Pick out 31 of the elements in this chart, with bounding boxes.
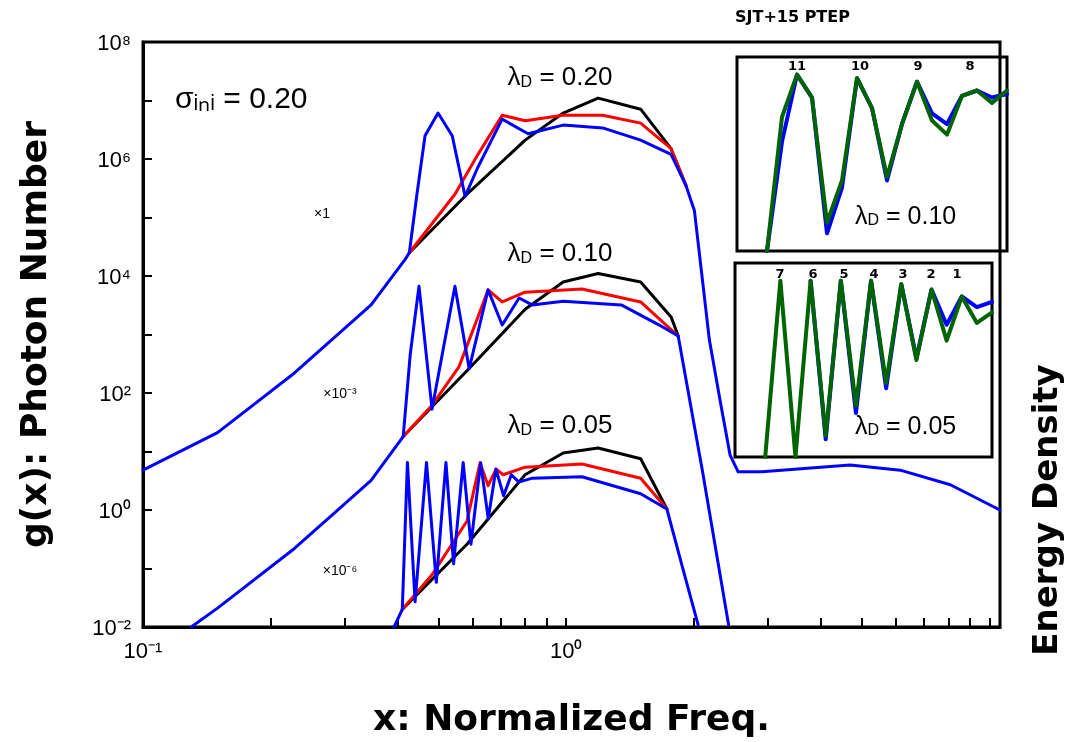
annotation: λD = 0.20	[507, 61, 613, 91]
annotation: 8	[965, 57, 975, 73]
annotation: ×10⁻³	[323, 385, 358, 401]
annotation: 5	[839, 265, 849, 281]
y-axis-title: g(x): Photon Number	[12, 120, 54, 548]
annotation: 3	[898, 265, 908, 281]
y-tick-label: 10²	[99, 380, 131, 406]
annotation: 11	[787, 57, 807, 73]
annotation: ×10⁻⁶	[322, 562, 358, 578]
annotation: 6	[808, 265, 818, 281]
annotation: λD = 0.10	[855, 201, 957, 229]
annotation: λD = 0.05	[507, 409, 613, 439]
annotation: ×1	[314, 205, 331, 221]
annotation: 1	[952, 265, 962, 281]
annotation: σᵢₙᵢ = 0.20	[175, 80, 308, 114]
annotation: λD = 0.05	[855, 411, 957, 439]
y-axis-title: Energy Density	[1025, 364, 1065, 656]
x-axis-title: x: Normalized Freq.	[373, 696, 770, 738]
annotation: 4	[869, 265, 879, 281]
annotation: 10	[850, 57, 870, 73]
annotation: 7	[775, 265, 785, 281]
annotation: λD = 0.10	[507, 237, 613, 267]
y-tick-label: 10⁻²	[92, 614, 131, 640]
x-tick-label: 10⁻¹	[123, 637, 163, 663]
annotation: 2	[926, 265, 936, 281]
y-tick-label: 10⁸	[97, 29, 131, 55]
y-tick-label: 10⁴	[97, 263, 131, 289]
y-tick-label: 10⁰	[98, 497, 131, 523]
text: SJT+15 PTEP	[735, 6, 851, 26]
y-tick-label: 10⁶	[97, 146, 131, 172]
annotation: 9	[913, 57, 923, 73]
